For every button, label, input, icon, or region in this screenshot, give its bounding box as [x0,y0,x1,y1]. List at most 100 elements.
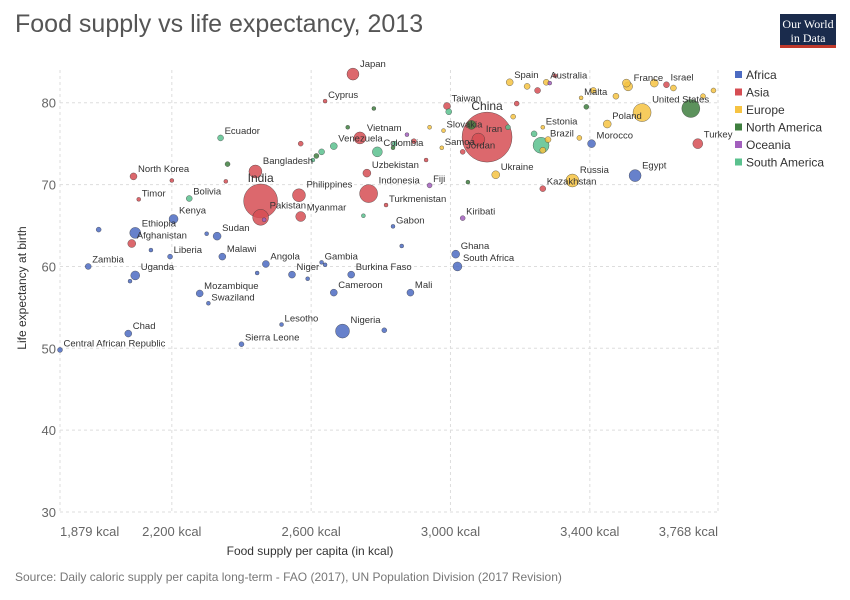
point-spain[interactable] [505,78,514,87]
point-north-america[interactable] [466,120,477,130]
point-south-america[interactable] [445,108,452,115]
point-europe[interactable] [710,87,717,94]
point-estonia[interactable] [540,125,546,130]
point-myanmar[interactable] [295,211,306,222]
point-south-america[interactable] [505,124,511,131]
point-vietnam[interactable] [353,131,367,145]
legend-item-oceania[interactable]: Oceania [746,138,791,152]
point-taiwan[interactable] [443,102,451,110]
legend-item-south-america[interactable]: South America [746,156,824,170]
point-africa[interactable] [399,243,404,249]
point-pakistan[interactable] [252,209,269,226]
point-gabon[interactable] [390,224,396,229]
point-north-america[interactable] [583,104,590,110]
point-liberia[interactable] [167,253,173,260]
point-turkmenistan[interactable] [383,202,389,208]
point-asia[interactable] [169,178,175,183]
point-africa[interactable] [305,276,310,281]
point-swaziland[interactable] [206,301,211,306]
point-africa[interactable] [322,262,328,268]
point-oceania[interactable] [404,132,410,137]
point-europe[interactable] [523,83,531,90]
point-israel[interactable] [663,81,670,88]
owid-logo[interactable]: Our World in Data [780,14,836,48]
point-kenya[interactable] [168,214,179,224]
point-bangladesh[interactable] [248,164,263,179]
point-ukraine[interactable] [491,170,501,180]
point-europe[interactable] [612,92,620,100]
point-malta[interactable] [578,95,584,101]
point-cyprus[interactable] [322,98,328,104]
point-africa[interactable] [148,247,154,253]
point-egypt[interactable] [628,169,642,182]
point-chad[interactable] [124,329,133,338]
point-asia[interactable] [423,157,429,163]
point-asia[interactable] [223,179,229,184]
point-cameroon[interactable] [330,288,338,297]
legend-item-north-america[interactable]: North America [746,121,822,135]
point-africa[interactable] [127,278,133,284]
point-europe[interactable] [427,125,432,130]
point-north-america[interactable] [390,145,396,151]
point-asia[interactable] [552,73,558,78]
point-north-america[interactable] [371,106,377,111]
point-oceania[interactable] [547,80,553,86]
point-nigeria[interactable] [335,323,350,339]
point-mozambique[interactable] [195,289,204,298]
point-malawi[interactable] [218,252,227,261]
point-turkey[interactable] [692,138,704,149]
legend-item-europe[interactable]: Europe [746,103,785,117]
point-asia[interactable] [534,87,541,94]
point-gambia[interactable] [319,260,324,265]
point-north-america[interactable] [345,125,350,130]
point-north-korea[interactable] [129,172,138,181]
point-asia[interactable] [297,140,304,147]
point-ecuador[interactable] [217,134,224,142]
point-russia[interactable] [565,173,580,188]
point-uganda[interactable] [130,270,140,281]
point-europe[interactable] [700,93,706,99]
point-zambia[interactable] [84,263,92,270]
point-samoa[interactable] [439,145,445,151]
point-africa[interactable] [204,231,209,236]
point-north-america[interactable] [465,179,471,185]
point-poland[interactable] [602,119,612,129]
point-sierra-leone[interactable] [238,341,245,347]
point-africa[interactable] [254,270,260,276]
point-morocco[interactable] [587,139,596,148]
point-asia[interactable] [411,138,417,144]
point-indonesia[interactable] [359,184,378,203]
point-europe[interactable] [622,78,631,88]
point-philippines[interactable] [292,188,306,202]
point-north-america[interactable] [224,161,231,167]
point-central-african-republic[interactable] [57,347,63,353]
legend-item-africa[interactable]: Africa [746,68,777,82]
point-united-states[interactable] [632,103,652,122]
point-south-africa[interactable] [452,261,463,272]
point-niger[interactable] [288,270,296,279]
point-kiribati[interactable] [459,215,466,221]
point-lesotho[interactable] [279,322,284,327]
point-africa[interactable] [95,226,102,233]
point-fiji[interactable] [426,182,433,189]
point-jordan[interactable] [459,149,466,155]
point-europe[interactable] [544,136,552,143]
point-venezuela[interactable] [330,142,338,150]
point-sudan[interactable] [212,231,222,241]
point-timor[interactable] [136,197,141,202]
point-colombia[interactable] [372,146,383,158]
point-africa[interactable] [381,327,388,334]
point-north-america[interactable] [313,153,320,159]
point-europe[interactable] [576,135,583,141]
point-europe[interactable] [510,113,516,120]
point-north-america[interactable] [681,99,701,118]
point-kazakhstan[interactable] [539,185,547,192]
point-south-america[interactable] [530,130,538,138]
point-ghana[interactable] [451,249,460,259]
point-afghanistan[interactable] [127,239,137,248]
point-oceania[interactable] [261,217,267,223]
point-slovakia[interactable] [441,128,446,133]
point-europe[interactable] [590,87,597,94]
point-burkina-faso[interactable] [347,270,355,279]
point-south-america[interactable] [310,157,316,163]
